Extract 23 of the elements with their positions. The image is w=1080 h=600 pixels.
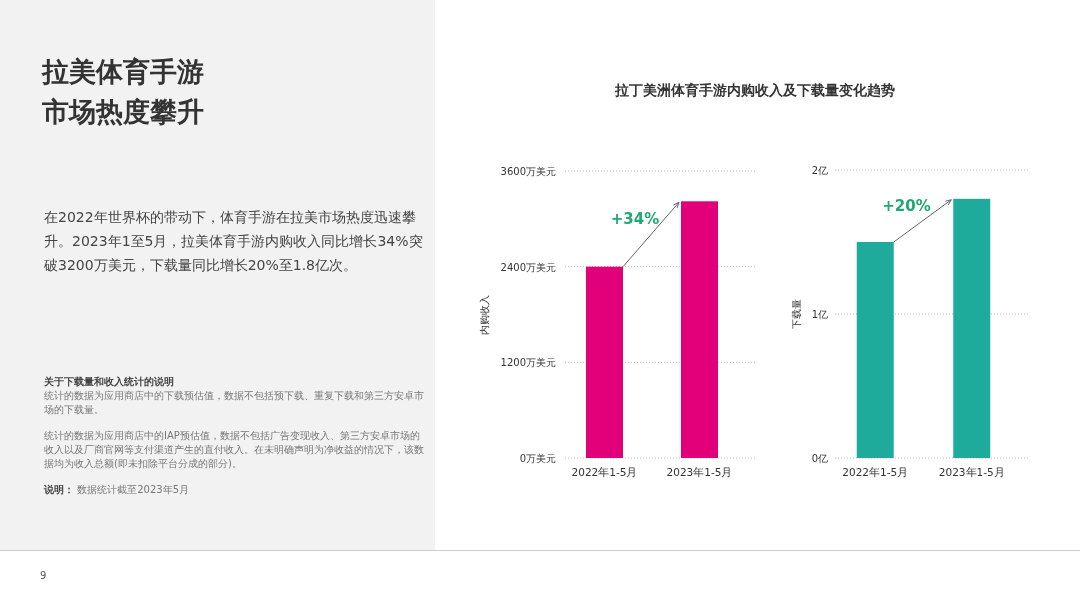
x-tick-label: 2022年1-5月 bbox=[571, 466, 638, 478]
text: 9 bbox=[40, 570, 47, 581]
y-axis-title: 下载量 bbox=[791, 299, 802, 329]
chart-title: 拉丁美洲体育手游内购收入及下载量变化趋势 bbox=[614, 82, 895, 98]
text: 说明： 数据统计截至2023年5月 bbox=[44, 483, 190, 497]
y-tick-label: 1亿 bbox=[811, 309, 828, 320]
annotation: +20% bbox=[882, 196, 931, 215]
y-tick-label: 0亿 bbox=[811, 453, 828, 464]
x-tick-label: 2022年1-5月 bbox=[842, 466, 909, 478]
text: 统计的数据为应用商店中的IAP预估值，数据不包括广告变现收入、第三方安卓市场的收入以及厂商官网等支付渠道产生的直付收入。在未明确声明为净收益的情况下，该数据均为收入总额(即未扣除平台分成的部分)。 bbox=[44, 429, 425, 471]
x-tick-label: 2023年1-5月 bbox=[938, 466, 1005, 478]
text: 拉美体育手游市场热度攀升 bbox=[42, 55, 205, 129]
y-axis-title: 内购收入 bbox=[479, 294, 490, 335]
y-tick-label: 3600万美元 bbox=[500, 166, 556, 177]
y-tick-label: 2400万美元 bbox=[500, 261, 556, 273]
y-tick-label: 0万美元 bbox=[519, 453, 556, 464]
x-tick-label: 2023年1-5月 bbox=[666, 466, 733, 478]
text: 在2022年世界杯的带动下，体育手游在拉美市场热度迅速攀升。2023年1至5月，拉美体育手游内购收入同比增长34%突破3200万美元，下载量同比增长20%至1.8亿次。 bbox=[44, 208, 424, 275]
y-tick-label: 2亿 bbox=[811, 165, 828, 176]
text: 统计的数据为应用商店中的下载预估值，数据不包括预下载、重复下载和第三方安卓市场的下载量。 bbox=[44, 389, 425, 417]
y-tick-label: 1200万美元 bbox=[500, 357, 556, 369]
annotation: +34% bbox=[610, 210, 660, 229]
text: 关于下载量和收入统计的说明 bbox=[44, 376, 174, 387]
